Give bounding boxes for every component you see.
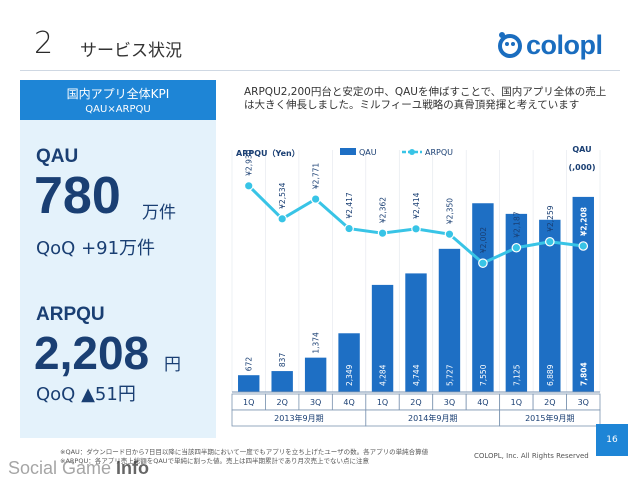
qau-bar: [539, 219, 561, 392]
category-label: 2Q: [276, 398, 287, 407]
qau-unit: 万件: [142, 203, 176, 223]
qau-data-label: 7,804: [579, 362, 588, 386]
qau-data-label: 1,374: [312, 332, 321, 354]
watermark-part-a: Social Game: [8, 458, 117, 478]
watermark: Social Game Info: [8, 458, 149, 479]
header-divider: [20, 70, 620, 71]
legend-arpqu-marker: [409, 149, 415, 155]
kpi-heading: 国内アプリ全体KPI: [66, 87, 170, 101]
legend-qau-swatch: [340, 148, 356, 155]
footnote-arpqu: ※ARPQU：各アプリ売上総額をQAUで単純に割った値。売上は四半期累計であり月…: [60, 457, 369, 465]
category-label: 2Q: [544, 398, 555, 407]
qau-data-label: 7,550: [479, 364, 488, 386]
kpi-header: 国内アプリ全体KPI QAU×ARPQU: [20, 80, 216, 120]
category-label: 1Q: [511, 398, 522, 407]
qau-value: 780: [34, 167, 121, 225]
right-axis-label: QAU: [572, 145, 591, 154]
category-label: 3Q: [444, 398, 455, 407]
arpqu-data-label: ¥2,534: [278, 182, 287, 208]
colopl-logo-icon: [498, 32, 522, 58]
arpqu-data-label: ¥2,417: [345, 192, 354, 218]
left-axis-label: ARPQU（Yen）: [236, 148, 300, 158]
slide-title: サービス状況: [80, 41, 182, 61]
right-axis-unit: (,000): [568, 163, 595, 172]
arpqu-data-label: ¥2,350: [445, 198, 454, 224]
qau-data-label: 4,744: [412, 364, 421, 386]
description-line-1: ARPQU2,200円台と安定の中、QAUを伸ばすことで、国内アプリ全体の売上: [244, 86, 607, 98]
category-label: 1Q: [243, 398, 254, 407]
kpi-subheading: QAU×ARPQU: [85, 104, 151, 115]
arpqu-point: [243, 181, 254, 191]
kpi-panel: [20, 120, 216, 438]
category-label: 3Q: [310, 398, 321, 407]
arpqu-point: [411, 224, 421, 234]
category-label: 3Q: [578, 398, 589, 407]
qau-bar: [472, 203, 494, 392]
arpqu-data-label: ¥2,771: [312, 163, 321, 189]
qau-data-label: 837: [278, 353, 287, 368]
arpqu-point: [310, 194, 321, 204]
fiscal-year-label: 2015年9月期: [525, 413, 574, 423]
arpqu-data-label: ¥2,414: [412, 192, 421, 218]
arpqu-data-label: ¥2,208: [579, 207, 588, 236]
category-label: 2Q: [410, 398, 421, 407]
fiscal-year-label: 2013年9月期: [274, 413, 323, 423]
qau-data-label: 6,889: [546, 364, 555, 386]
arpqu-data-label: ¥2,259: [546, 205, 555, 231]
category-label: 4Q: [477, 398, 488, 407]
qau-bar: [438, 248, 461, 392]
arpqu-point: [277, 214, 287, 224]
qau-bar: [505, 213, 528, 392]
qau-bar: [405, 273, 427, 392]
qau-data-label: 4,284: [379, 364, 388, 386]
watermark-part-b: Info: [116, 458, 150, 478]
qau-data-label: 2,349: [345, 364, 354, 386]
footnote-qau: ※QAU：ダウンロード日から7日目以降に当該四半期において一度でもアプリを立ち上…: [60, 448, 429, 456]
qau-bar: [271, 371, 293, 392]
arpqu-point: [377, 228, 388, 238]
qau-bar: [338, 333, 360, 392]
qau-data-label: 672: [245, 357, 254, 372]
arpqu-label: ARPQU: [36, 304, 105, 325]
description: ARPQU2,200円台と安定の中、QAUを伸ばすことで、国内アプリ全体の売上 …: [244, 86, 624, 112]
arpqu-data-label: ¥2,362: [379, 197, 388, 223]
qau-data-label: 7,125: [512, 364, 521, 386]
arpqu-data-label: ¥2,187: [512, 211, 521, 237]
page-number: 16: [596, 424, 628, 456]
arpqu-value: 2,208: [34, 327, 150, 379]
arpqu-point: [511, 242, 522, 253]
category-label: 1Q: [377, 398, 388, 407]
arpqu-data-label: ¥2,002: [479, 227, 488, 253]
category-label: 4Q: [343, 398, 354, 407]
description-line-2: は大きく伸長しました。ミルフィーユ戦略の真骨頂発揮と考えています: [244, 99, 580, 111]
arpqu-point: [344, 223, 354, 234]
arpqu-point: [545, 236, 555, 247]
arpqu-point: [444, 229, 455, 239]
slide-section-number: 2: [34, 26, 54, 61]
arpqu-data-label: ¥2,930: [245, 149, 254, 175]
qau-bar: [371, 284, 394, 392]
arpqu-point: [578, 241, 589, 251]
arpqu-qoq: QoQ ▲51円: [36, 384, 136, 405]
legend-arpqu-label: ARPQU: [425, 148, 453, 157]
qau-bar: [238, 375, 260, 392]
qau-bar: [304, 357, 327, 392]
qau-label: QAU: [36, 146, 79, 167]
fiscal-year-label: 2014年9月期: [408, 413, 457, 423]
copyright: COLOPL, Inc. All Rights Reserved: [474, 452, 589, 460]
company-logo: colopl: [526, 30, 603, 60]
qau-arpqu-chart: ARPQU（Yen） QAU ARPQU QAU (,000) ¥2,930 ¥2,534 ¥…: [231, 145, 601, 427]
arpqu-unit: 円: [164, 355, 181, 375]
qau-data-label: 5,727: [445, 364, 454, 386]
qau-qoq: QoQ +91万件: [36, 238, 156, 259]
arpqu-point: [478, 258, 488, 268]
legend-qau-label: QAU: [359, 148, 377, 157]
fiscal-year-cell: [499, 409, 601, 427]
